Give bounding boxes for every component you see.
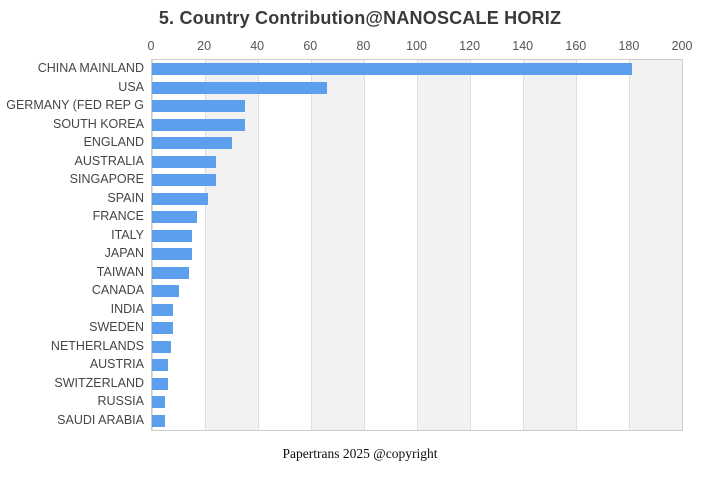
bar <box>152 285 179 298</box>
bar-row <box>152 79 682 98</box>
category-label: FRANCE <box>92 209 144 223</box>
bar <box>152 63 632 76</box>
category-label: JAPAN <box>104 246 144 260</box>
x-tick-80: 80 <box>356 39 371 53</box>
bar <box>152 137 232 150</box>
bar <box>152 174 216 187</box>
category-label: SOUTH KOREA <box>53 116 144 131</box>
bar <box>152 192 208 205</box>
x-tick-0: 0 <box>147 39 155 53</box>
category-label: RUSSIA <box>97 394 144 408</box>
bar-row <box>152 356 682 375</box>
bar <box>152 396 166 409</box>
bar <box>152 229 192 242</box>
bar-row <box>152 227 682 246</box>
x-tick-140: 140 <box>512 39 534 53</box>
x-tick-20: 20 <box>197 39 212 53</box>
bar <box>152 155 216 168</box>
bar-row <box>152 375 682 394</box>
bar-row <box>152 282 682 301</box>
bar <box>152 211 198 224</box>
x-tick-120: 120 <box>459 39 481 53</box>
bar-row <box>152 412 682 431</box>
bar <box>152 248 192 261</box>
bar-row <box>152 97 682 116</box>
x-tick-200: 200 <box>671 39 693 53</box>
bar-row <box>152 208 682 227</box>
bar-row <box>152 153 682 172</box>
bar-chart: 0 20 40 60 80 100 120 140 160 180 200 CHINA MAINLA… <box>0 39 693 431</box>
category-label: SWEDEN <box>89 320 144 334</box>
bar-row <box>152 134 682 153</box>
bar-row <box>152 171 682 190</box>
bar <box>152 118 245 131</box>
category-label: ITALY <box>111 227 144 242</box>
bar-row <box>152 60 682 79</box>
bar <box>152 377 168 390</box>
x-tick-160: 160 <box>565 39 587 53</box>
category-label: INDIA <box>110 301 144 316</box>
category-label: AUSTRALIA <box>74 153 144 168</box>
category-label: SAUDI ARABIA <box>57 412 144 427</box>
copyright-text: Papertrans 2025 @copyright <box>282 446 438 461</box>
category-label: CHINA MAINLAND <box>37 61 144 75</box>
category-label: AUSTRIA <box>89 357 144 371</box>
bar <box>152 266 190 279</box>
bar <box>152 100 245 113</box>
bar-row <box>152 301 682 320</box>
category-label: GERMANY (FED REP G <box>6 98 144 112</box>
bar-row <box>152 319 682 338</box>
bar <box>152 340 171 353</box>
x-axis-tick-labels: 0 20 40 60 80 100 120 140 160 180 200 <box>147 39 693 55</box>
bar-row <box>152 116 682 135</box>
bar-row <box>152 245 682 264</box>
bar-row <box>152 393 682 412</box>
bar <box>152 303 174 316</box>
bar-row <box>152 338 682 357</box>
plot-wrap: CHINA MAINLAND USA GERMANY (FED REP G SOUTH… <box>0 59 683 431</box>
category-label: SWITZERLAND <box>54 375 144 390</box>
x-tick-180: 180 <box>618 39 640 53</box>
bar-row <box>152 190 682 209</box>
plot-area <box>151 59 683 431</box>
category-label: TAIWAN <box>96 264 144 279</box>
x-tick-100: 100 <box>406 39 427 53</box>
x-tick-40: 40 <box>250 39 265 53</box>
category-label: SPAIN <box>107 190 144 205</box>
category-label: NETHERLANDS <box>50 338 144 353</box>
chart-title: 5. Country Contribution@NANOSCALE HORIZ <box>158 8 562 28</box>
bar <box>152 414 166 427</box>
bar-row <box>152 264 682 283</box>
category-label: ENGLAND <box>83 135 144 149</box>
y-axis-category-labels: CHINA MAINLAND USA GERMANY (FED REP G SOUTH… <box>0 59 151 431</box>
bar <box>152 81 327 94</box>
category-label: CANADA <box>91 283 144 297</box>
category-label: SINGAPORE <box>69 172 144 186</box>
bar <box>152 359 168 372</box>
category-label: USA <box>118 79 144 94</box>
x-tick-60: 60 <box>303 39 318 53</box>
bar <box>152 322 174 335</box>
